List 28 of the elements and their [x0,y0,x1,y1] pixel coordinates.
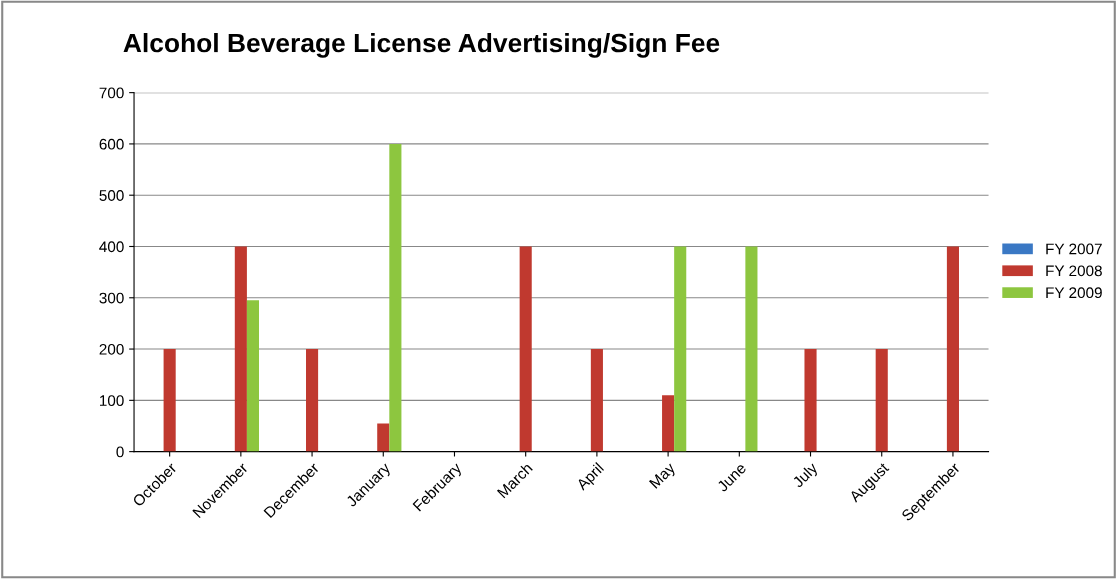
y-tick-label: 400 [99,241,124,253]
y-tick-label: 100 [100,395,124,407]
bar [389,143,402,452]
bar [519,246,532,452]
y-tick-label: 200 [99,343,124,355]
legend-label: FY 2007 [1046,243,1102,255]
bar [875,349,888,452]
bar [590,349,603,452]
bar [674,246,687,452]
x-tick-label: May [648,461,679,491]
y-tick-label: 700 [99,87,124,99]
bar [306,349,319,452]
x-tick-label: July [791,461,821,491]
bar [662,395,675,452]
bar [163,349,176,452]
legend-label: FY 2008 [1046,265,1102,277]
y-tick-label: 0 [116,446,124,458]
y-tick-label: 500 [99,190,124,201]
bar [377,423,390,452]
bar [745,246,758,452]
y-tick-label: 300 [99,292,124,304]
chart-title: Alcohol Beverage License Advertising/Sign Fee [123,32,720,58]
bar [246,300,260,452]
y-tick-label: 600 [99,138,124,150]
legend-label: FY 2009 [1046,287,1102,299]
bar [234,246,247,452]
bar [946,246,959,452]
bar [804,349,817,452]
